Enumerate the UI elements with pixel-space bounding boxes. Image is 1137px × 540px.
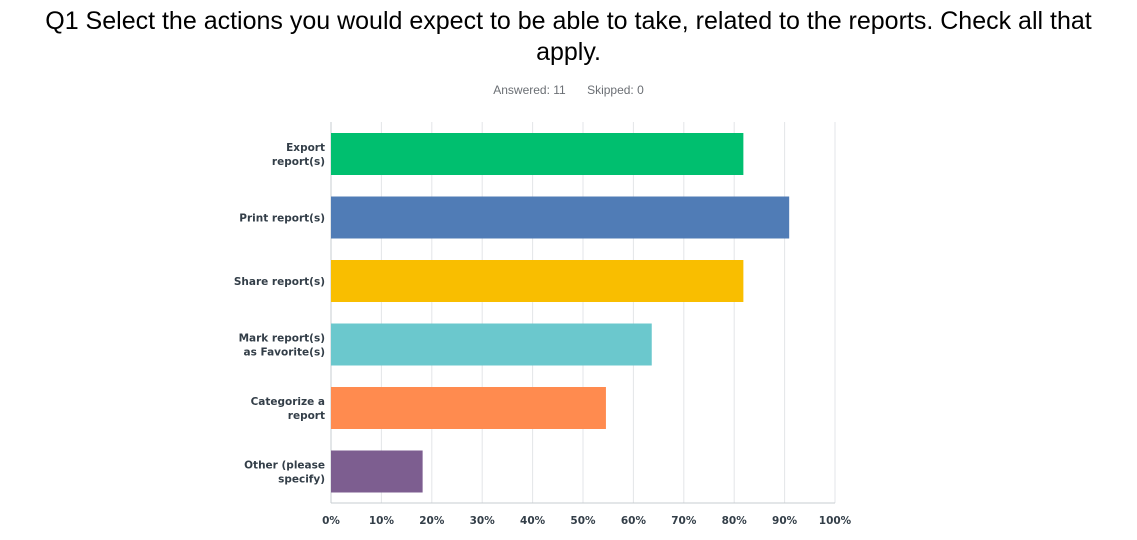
x-tick-label: 70%: [671, 515, 697, 527]
x-tick-label: 60%: [621, 515, 647, 527]
x-tick-label: 80%: [722, 515, 748, 527]
category-label: Mark report(s) as Favorite(s): [239, 333, 325, 359]
x-tick-label: 20%: [419, 515, 445, 527]
x-tick-label: 10%: [369, 515, 395, 527]
category-label: Categorize a report: [251, 396, 325, 422]
x-tick-label: 40%: [520, 515, 546, 527]
category-label: Share report(s): [234, 276, 325, 288]
bar[interactable]: [331, 450, 423, 493]
bar[interactable]: [331, 323, 652, 366]
skipped-count: Skipped: 0: [587, 83, 644, 97]
bar[interactable]: [331, 387, 606, 429]
x-tick-label: 100%: [819, 515, 852, 527]
response-stats: Answered: 11 Skipped: 0: [0, 83, 1137, 97]
answered-count: Answered: 11: [493, 83, 566, 97]
bar[interactable]: [331, 196, 790, 239]
bars: [331, 133, 790, 493]
x-tick-label: 90%: [772, 515, 798, 527]
x-axis-ticks: 0% 10% 20% 30% 40% 50% 60% 70% 80% 90% 100%: [322, 515, 852, 527]
category-label: Export report(s): [272, 142, 325, 168]
category-label: Print report(s): [239, 213, 325, 225]
question-title: Q1 Select the actions you would expect t…: [45, 7, 1092, 66]
bar[interactable]: [331, 260, 744, 302]
x-tick-label: 0%: [322, 515, 340, 527]
category-labels: Export report(s) Print report(s) Share repo…: [234, 142, 325, 486]
x-tick-label: 50%: [570, 515, 596, 527]
bar[interactable]: [331, 133, 744, 175]
x-tick-label: 30%: [470, 515, 496, 527]
gridlines: [330, 122, 836, 504]
category-label: Other (please specify): [244, 460, 325, 486]
